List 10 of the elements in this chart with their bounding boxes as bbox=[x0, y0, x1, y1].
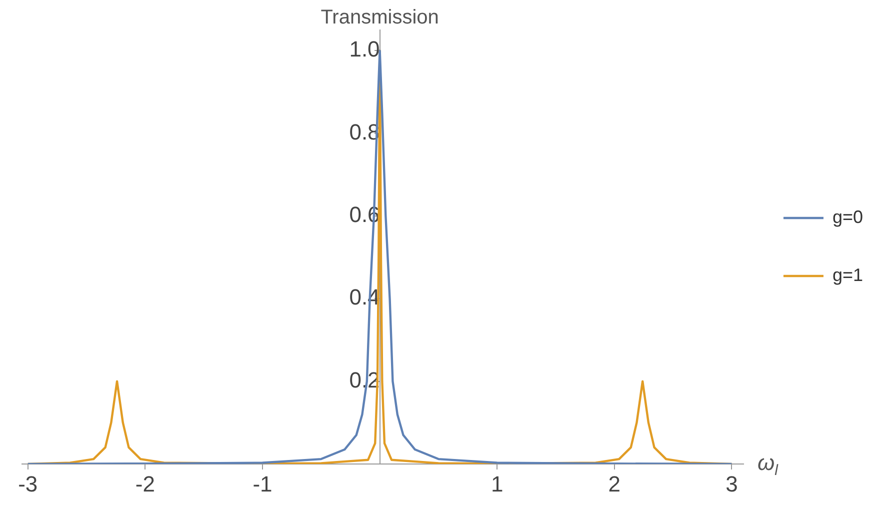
x-tick-label: 2 bbox=[608, 471, 621, 496]
y-axis-title: Transmission bbox=[320, 6, 439, 29]
x-tick-label: -2 bbox=[135, 471, 155, 496]
x-tick-label: -1 bbox=[252, 471, 272, 496]
y-tick-label: 1.0 bbox=[349, 36, 380, 62]
x-tick-label: 1 bbox=[490, 471, 504, 496]
legend-label: g=1 bbox=[832, 264, 864, 285]
x-tick-label: -3 bbox=[18, 471, 38, 496]
x-tick-label: 3 bbox=[726, 471, 738, 496]
legend-label: g=0 bbox=[832, 206, 864, 227]
